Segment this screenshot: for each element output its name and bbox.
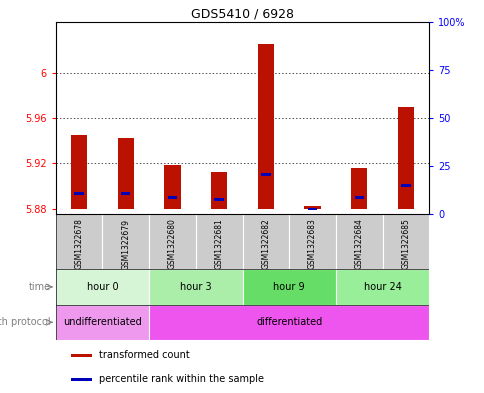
Text: time: time [29,282,51,292]
Bar [118,138,134,209]
Bar [354,196,363,199]
Bar [164,165,180,209]
Bar [307,208,317,210]
Text: GSM1322685: GSM1322685 [401,219,409,270]
Text: transformed count: transformed count [99,350,189,360]
Bar [56,214,102,269]
Bar [149,214,196,269]
Text: undifferentiated: undifferentiated [63,317,141,327]
Bar [121,192,130,195]
Bar [71,354,91,357]
Text: hour 0: hour 0 [87,282,118,292]
Text: percentile rank within the sample: percentile rank within the sample [99,374,264,384]
Bar [335,214,382,269]
Bar [288,214,335,269]
Text: hour 9: hour 9 [273,282,304,292]
Bar [149,305,428,340]
Bar [304,206,320,209]
Bar [242,214,288,269]
Bar [71,378,91,380]
Bar [211,172,227,209]
Text: GSM1322684: GSM1322684 [354,219,363,270]
Text: differentiated: differentiated [256,317,322,327]
Text: GSM1322678: GSM1322678 [75,219,83,270]
Bar [257,44,273,209]
Text: GSM1322681: GSM1322681 [214,219,223,269]
Bar [196,214,242,269]
Bar [56,305,149,340]
Text: GSM1322679: GSM1322679 [121,219,130,270]
Text: hour 3: hour 3 [180,282,211,292]
Bar [335,269,428,305]
Text: hour 24: hour 24 [363,282,401,292]
Bar [167,196,177,199]
Text: GSM1322683: GSM1322683 [307,219,317,270]
Bar [400,184,409,187]
Bar [242,269,335,305]
Text: GSM1322682: GSM1322682 [261,219,270,269]
Bar [382,214,428,269]
Bar [149,269,242,305]
Bar [397,107,413,209]
Text: GSM1322680: GSM1322680 [167,219,177,270]
Bar [56,269,149,305]
Bar [261,173,270,176]
Bar [214,198,223,201]
Bar [75,192,84,195]
Bar [71,135,87,209]
Text: growth protocol: growth protocol [0,317,51,327]
Bar [102,214,149,269]
Bar [350,168,366,209]
Title: GDS5410 / 6928: GDS5410 / 6928 [191,7,293,20]
